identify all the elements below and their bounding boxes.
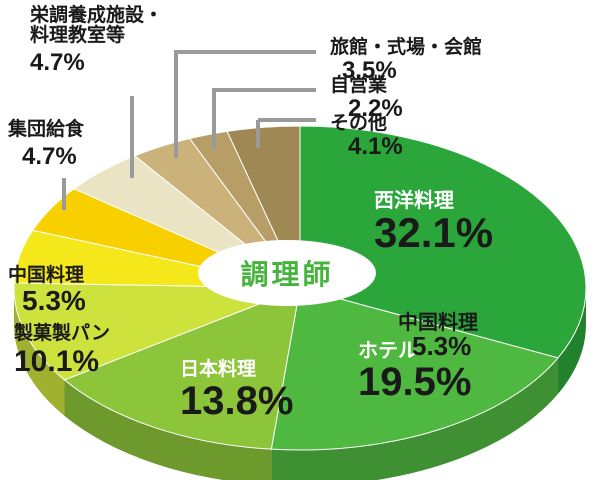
label-nihon-name: 日本料理 [180, 358, 257, 380]
label-shudan-value: 4.7% [22, 142, 77, 170]
label-hotel-name: ホテル [358, 338, 418, 362]
slice-2-top [63, 287, 301, 450]
label-hotel-value: 19.5% [358, 360, 472, 404]
label-nihon-value: 13.8% [180, 378, 294, 423]
label-ryokan-value: 3.5% [342, 56, 397, 84]
slice-0-top [299, 125, 587, 359]
leader-jiei [212, 88, 316, 150]
label-jiei-name: 自営業 [330, 74, 388, 96]
label-sonota-name: その他 [330, 112, 388, 134]
label-overlay-value: 5.3% [412, 331, 472, 361]
slice-1-side [271, 357, 559, 480]
label-ryokan-name: 旅館・式場・会館 [330, 36, 483, 58]
slice-3-side [13, 288, 65, 416]
label-chugoku: 中国料理 5.3% [8, 264, 86, 316]
label-overlay-name: 中国料理 [398, 310, 478, 334]
label-nihon: 日本料理 13.8% [180, 358, 294, 423]
label-sonota: その他 4.1% [330, 112, 403, 160]
slice-2-side [64, 379, 272, 480]
label-eicho: 栄調養成施設・ 料理教室等 4.7% [30, 4, 164, 76]
label-seika: 製菓製パン 10.1% [14, 322, 110, 378]
label-seiyo: 西洋料理 32.1% [374, 190, 493, 255]
label-eicho-line1: 栄調養成施設・ [30, 4, 164, 26]
label-seika-name: 製菓製パン [14, 322, 110, 344]
label-seika-value: 10.1% [14, 344, 100, 378]
label-chugoku-value: 5.3% [22, 284, 86, 316]
label-eicho-value: 4.7% [30, 48, 85, 76]
leader-lines [62, 50, 316, 210]
leader-ryokan [174, 50, 316, 158]
label-seiyo-value: 32.1% [374, 209, 494, 256]
label-jiei: 自営業 2.2% [330, 74, 403, 122]
label-jiei-value: 2.2% [348, 94, 403, 122]
label-overlay: 中国料理 5.3% [398, 312, 478, 360]
slice-1-top [270, 287, 559, 451]
label-chugoku-name: 中国料理 [8, 264, 85, 286]
slice-0-side [558, 288, 586, 394]
chart-title: 調理師 [198, 240, 376, 306]
label-eicho-line2: 料理教室等 [30, 23, 126, 46]
label-shudan-name: 集団給食 [8, 118, 85, 140]
label-seiyo-name: 西洋料理 [374, 188, 454, 212]
slice-3-top [13, 282, 301, 381]
label-ryokan: 旅館・式場・会館 3.5% [330, 36, 483, 84]
label-sonota-value: 4.1% [348, 132, 403, 160]
label-shudan: 集団給食 4.7% [8, 118, 85, 170]
label-hotel: ホテル 19.5% [358, 338, 472, 404]
pie-depth [13, 288, 586, 480]
